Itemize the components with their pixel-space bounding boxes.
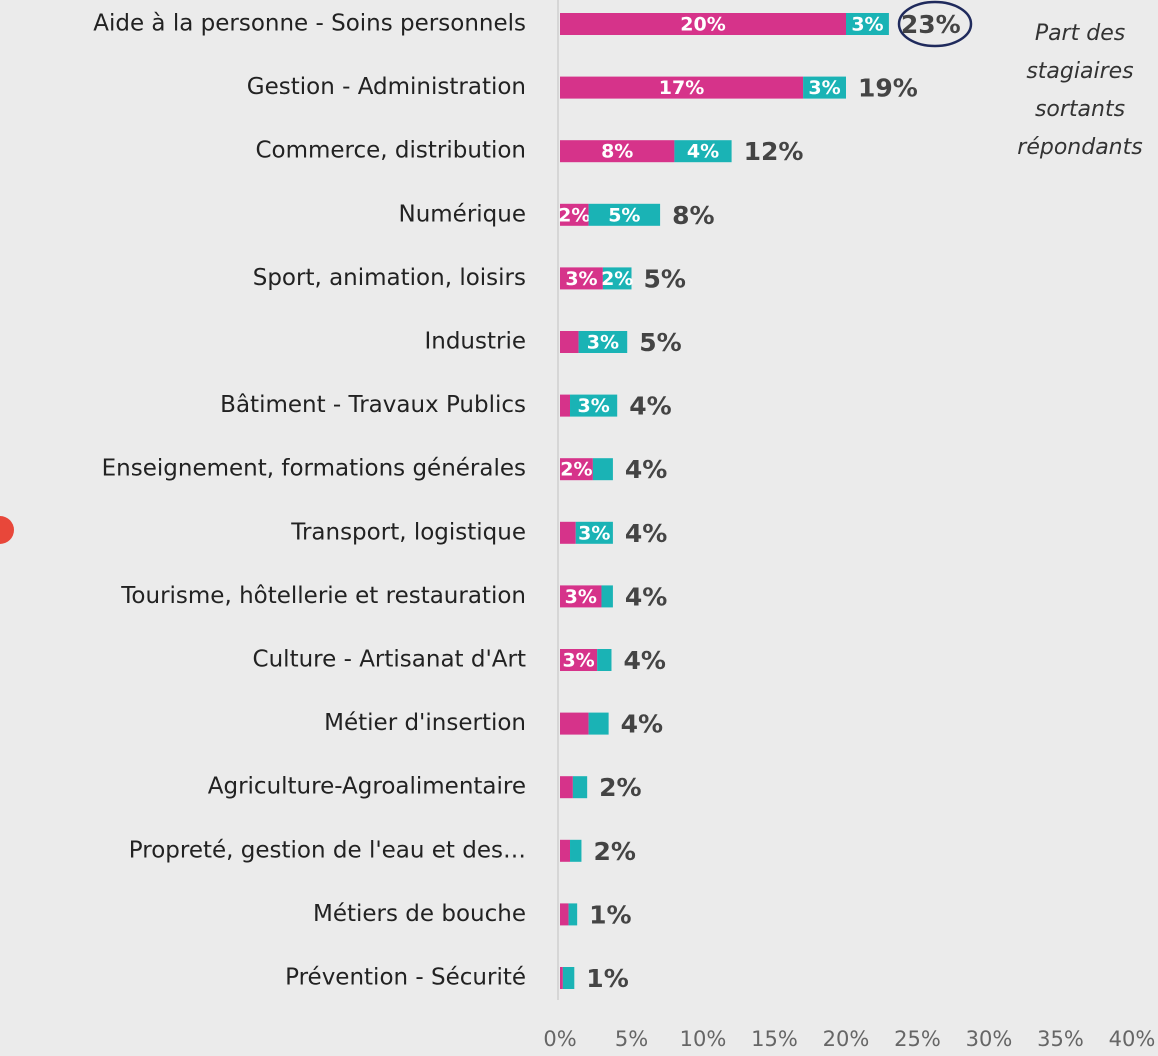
- x-tick-label: 30%: [966, 1027, 1013, 1051]
- segment-label: 3%: [577, 395, 609, 417]
- x-tick-label: 15%: [751, 1027, 798, 1051]
- total-label: 4%: [625, 519, 667, 548]
- bar-segment: [562, 967, 575, 989]
- x-tick-label: 5%: [615, 1027, 648, 1051]
- annotation: sortants: [1035, 97, 1125, 122]
- total-label: 2%: [593, 837, 635, 866]
- segment-label: 3%: [808, 77, 840, 99]
- bar-segment: [592, 458, 613, 481]
- bar-segment: [601, 585, 613, 608]
- segment-label: 20%: [680, 14, 725, 36]
- segment-label: 3%: [565, 586, 597, 608]
- bar-segment: [803, 76, 846, 99]
- segment-label: 3%: [578, 522, 610, 544]
- category-label: Propreté, gestion de l'eau et des…: [129, 837, 526, 863]
- category-label: Gestion - Administration: [247, 74, 526, 100]
- bar-segment: [560, 585, 602, 608]
- category-label: Métier d'insertion: [324, 710, 526, 736]
- decoration-dot: [0, 516, 14, 544]
- annotation: stagiaires: [1026, 59, 1133, 84]
- total-label: 23%: [901, 10, 961, 39]
- bar-segment: [560, 776, 573, 799]
- bar-segment: [570, 839, 582, 862]
- total-label: 1%: [589, 900, 631, 929]
- bar-segment: [578, 331, 628, 353]
- total-label: 4%: [625, 582, 667, 611]
- bar-segment: [560, 903, 569, 926]
- x-tick-label: 10%: [680, 1027, 727, 1051]
- segment-label: 2%: [560, 459, 592, 481]
- segment-label: 3%: [562, 650, 594, 672]
- total-label: 1%: [586, 964, 628, 993]
- bar-segment: [560, 203, 589, 226]
- total-label: 4%: [625, 455, 667, 484]
- annotation: Part des: [1035, 21, 1125, 46]
- bar-segment: [560, 13, 846, 35]
- total-label: 5%: [644, 264, 686, 293]
- segment-label: 2%: [558, 204, 590, 226]
- x-tick-label: 20%: [823, 1027, 870, 1051]
- category-label: Commerce, distribution: [255, 138, 526, 164]
- category-label: Aide à la personne - Soins personnels: [93, 11, 526, 37]
- bar-segment: [560, 331, 579, 353]
- bar-segment: [588, 203, 661, 226]
- segment-label: 17%: [659, 77, 704, 99]
- category-label: Enseignement, formations générales: [102, 456, 526, 482]
- bar-segment: [560, 649, 598, 671]
- total-label: 4%: [621, 710, 663, 739]
- bar-segment: [674, 140, 732, 163]
- category-label: Bâtiment - Travaux Publics: [220, 392, 526, 418]
- total-label: 4%: [629, 392, 671, 421]
- category-label: Industrie: [424, 329, 526, 355]
- total-label: 2%: [599, 773, 641, 802]
- bar-segment: [588, 712, 609, 735]
- total-label: 5%: [639, 328, 681, 357]
- category-label: Numérique: [398, 201, 526, 227]
- category-label: Prévention - Sécurité: [285, 965, 526, 991]
- x-tick-label: 0%: [543, 1027, 576, 1051]
- x-tick-label: 25%: [894, 1027, 941, 1051]
- x-tick-label: 40%: [1109, 1027, 1156, 1051]
- category-label: Tourisme, hôtellerie et restauration: [120, 583, 526, 609]
- bar-segment: [572, 776, 588, 799]
- category-label: Transport, logistique: [290, 519, 526, 545]
- bar-segment: [597, 649, 612, 671]
- category-label: Agriculture-Agroalimentaire: [208, 774, 526, 800]
- category-label: Culture - Artisanat d'Art: [253, 647, 526, 673]
- total-label: 12%: [744, 137, 804, 166]
- segment-label: 8%: [601, 141, 633, 163]
- annotation: répondants: [1017, 135, 1142, 160]
- x-tick-label: 35%: [1037, 1027, 1084, 1051]
- highlight-circle: [897, 0, 973, 48]
- segment-label: 5%: [608, 204, 640, 226]
- bar-segment: [560, 76, 804, 99]
- bar-segment: [560, 458, 593, 481]
- bar-segment: [560, 712, 589, 735]
- bar-segment: [602, 267, 632, 290]
- bar-segment: [846, 13, 889, 35]
- bar-segment: [568, 903, 578, 926]
- segment-label: 4%: [687, 141, 719, 163]
- segment-label: 2%: [601, 268, 633, 290]
- total-label: 4%: [623, 646, 665, 675]
- bar-segment: [560, 267, 603, 290]
- category-label: Métiers de bouche: [313, 901, 526, 927]
- bar-segment: [560, 967, 563, 989]
- segment-label: 3%: [851, 14, 883, 36]
- bar-segment: [560, 521, 576, 544]
- bar-segment: [560, 839, 571, 862]
- total-label: 8%: [672, 201, 714, 230]
- bar-segment: [560, 140, 675, 163]
- total-label: 19%: [858, 74, 918, 103]
- bar-segment: [575, 521, 613, 544]
- bar-segment: [560, 394, 571, 417]
- bar-segment: [570, 394, 618, 417]
- category-label: Sport, animation, loisirs: [253, 265, 526, 291]
- segment-label: 3%: [565, 268, 597, 290]
- segment-label: 3%: [587, 332, 619, 354]
